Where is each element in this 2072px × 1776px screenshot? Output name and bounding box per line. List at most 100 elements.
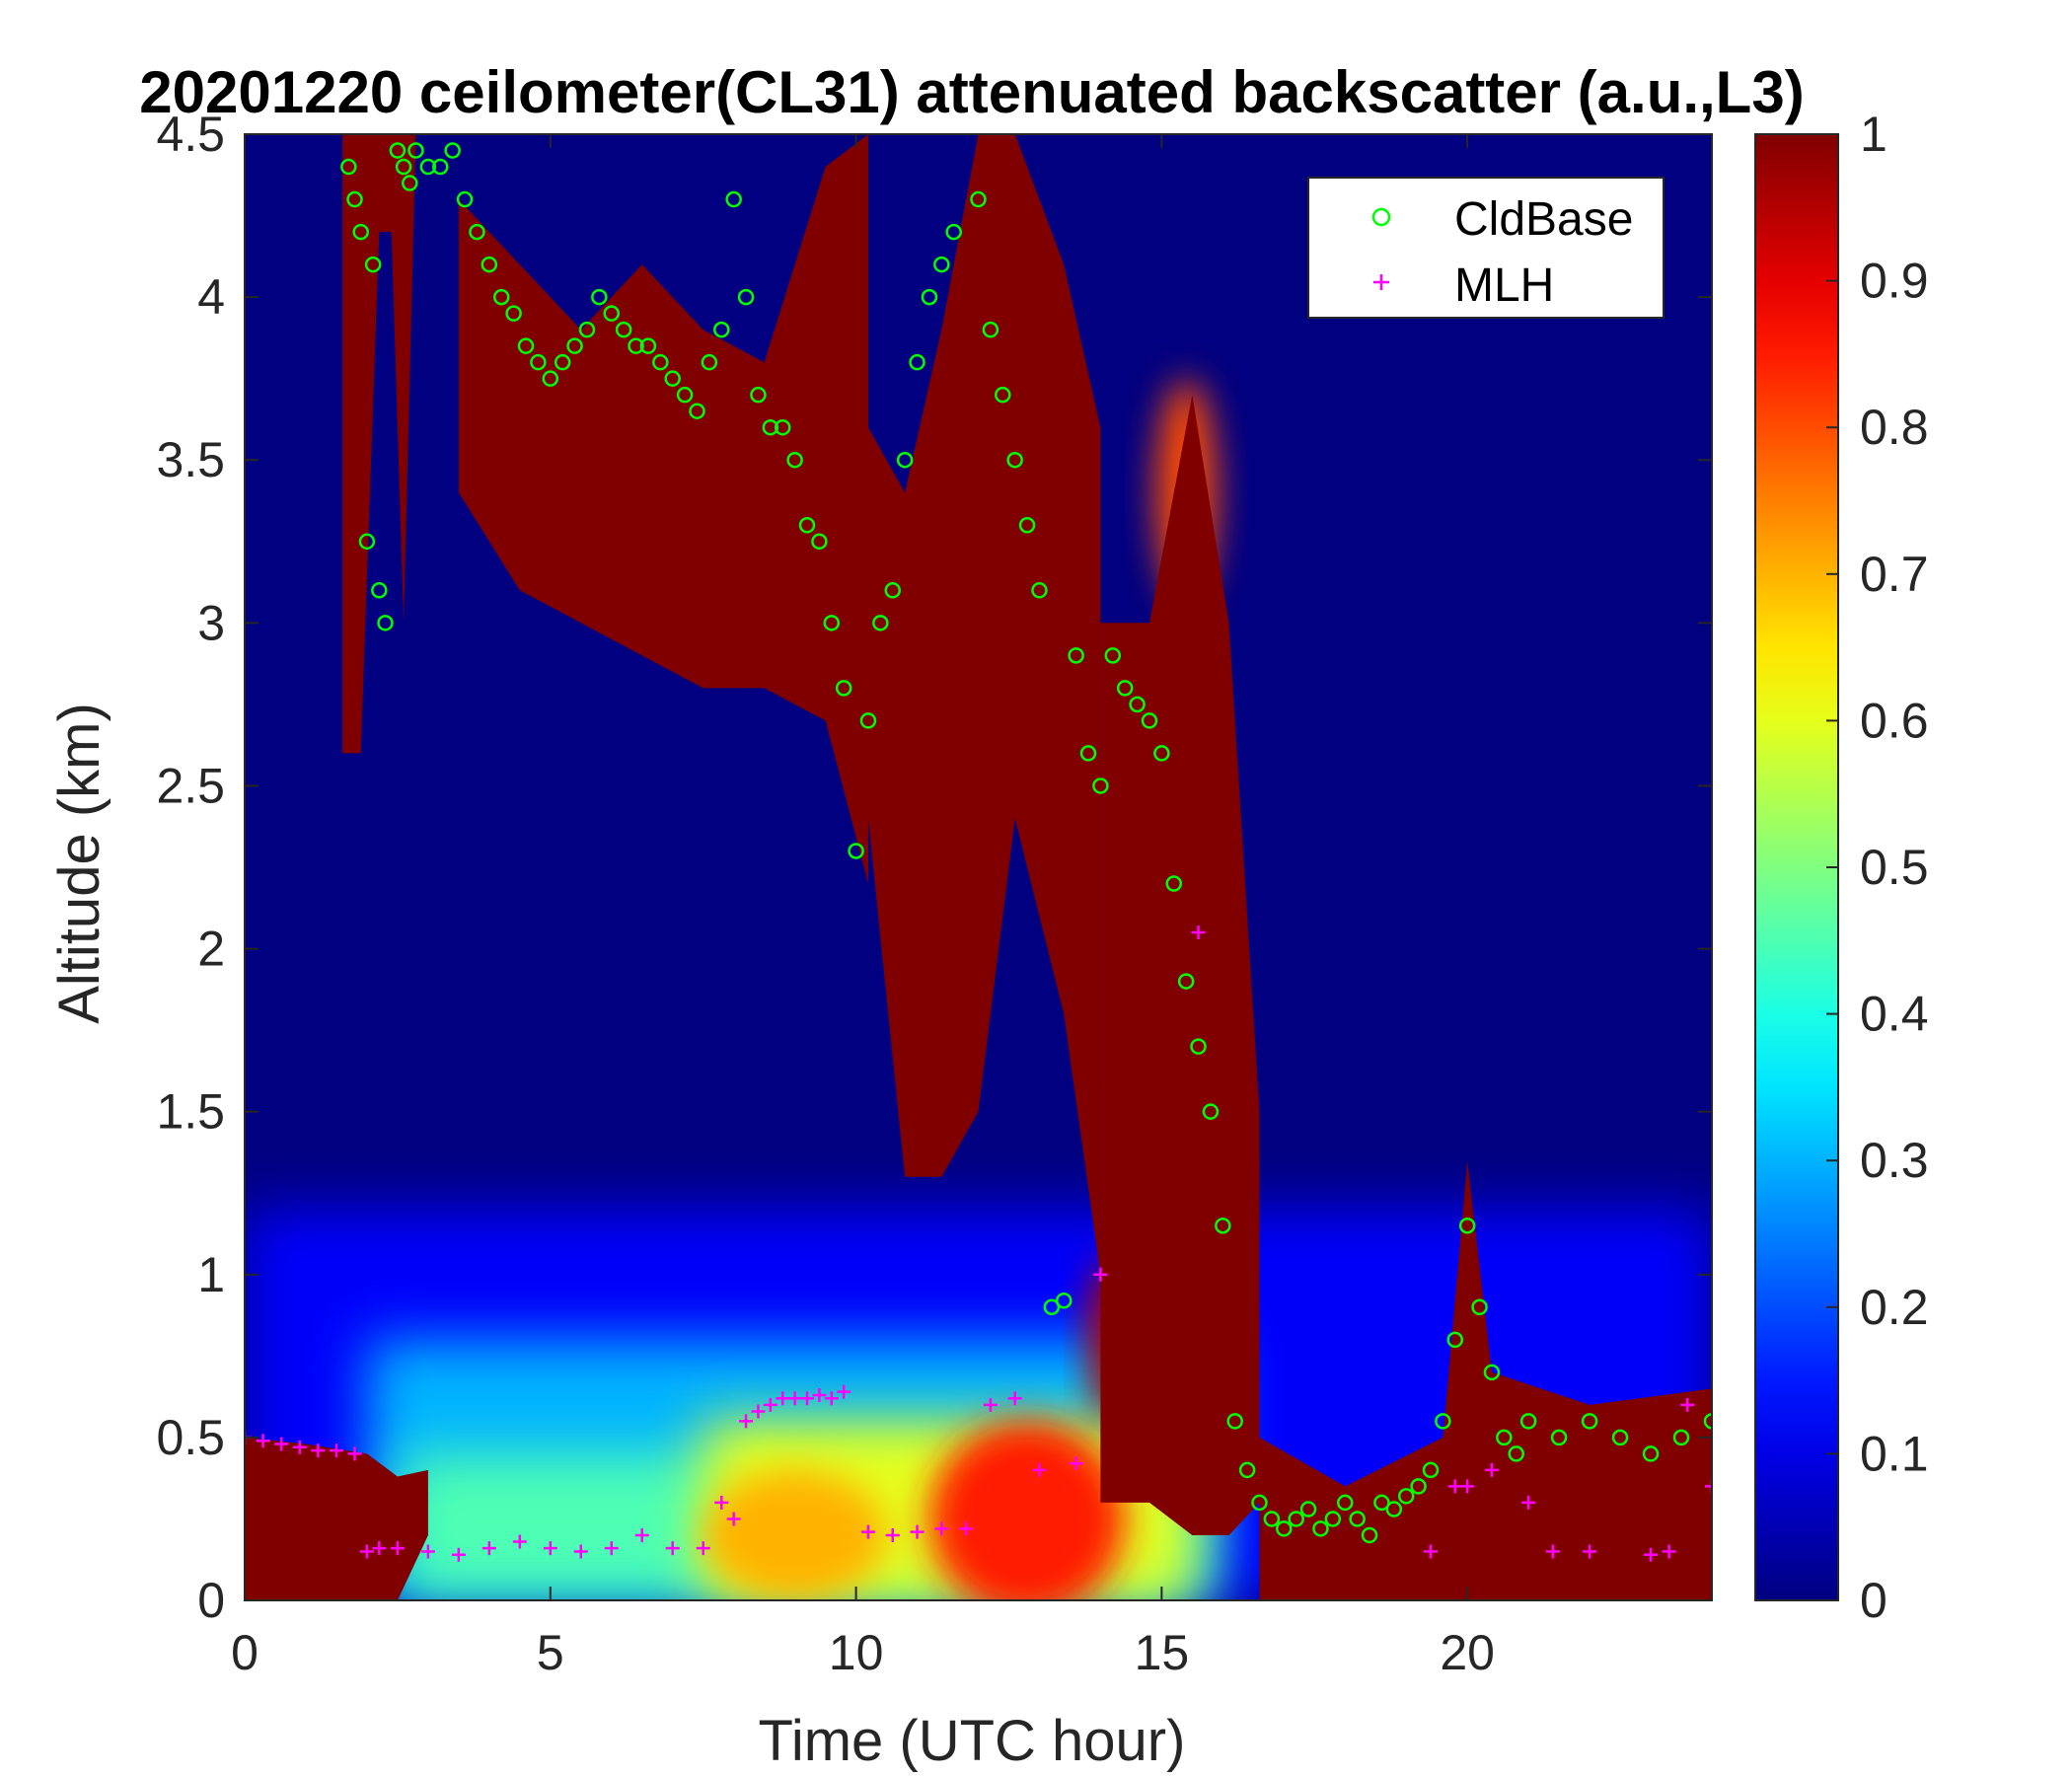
mlh-point [763, 1397, 777, 1412]
y-tick-label: 1 [197, 1247, 225, 1302]
cldbase-point [896, 451, 914, 469]
cldbase-point [566, 337, 583, 354]
cldbase-point [469, 223, 485, 241]
cldbase-point [909, 353, 925, 371]
cldbase-point [1410, 1478, 1427, 1495]
colorbar-tick-label: 0.7 [1860, 547, 1929, 602]
colorbar-tick-label: 0.3 [1860, 1133, 1929, 1188]
legend-label-cldbase: CldBase [1454, 193, 1633, 246]
cldbase-point [554, 353, 571, 371]
mlh-point [1460, 1479, 1475, 1494]
mlh-point [573, 1544, 588, 1559]
cldbase-point [1129, 696, 1146, 713]
cldbase-point [982, 321, 999, 338]
colorbar-tick-label: 0.6 [1860, 693, 1929, 748]
colorbar: 0 0.1 0.2 0.3 0.4 0.5 0.6 0.7 0.8 0.9 1 [1754, 107, 1929, 1628]
mlh-point [604, 1541, 619, 1556]
cldbase-point [774, 418, 791, 436]
cldbase-point [456, 190, 474, 208]
legend-marker-cldbase [1371, 207, 1391, 227]
backscatter-region-5 [245, 1437, 428, 1600]
cldbase-point [1519, 1413, 1537, 1430]
cldbase-point [1018, 517, 1036, 534]
chart-title: 20201220 ceilometer(CL31) attenuated bac… [139, 59, 1804, 125]
colorbar-tick-label: 0.5 [1860, 840, 1929, 895]
y-tick-label: 1.5 [156, 1084, 225, 1140]
cldbase-point [505, 305, 522, 322]
mlh-point [274, 1437, 289, 1451]
mlh-point [1069, 1456, 1083, 1471]
cldbase-point [603, 305, 620, 322]
cldbase-point [884, 582, 902, 599]
y-tick-label: 4 [197, 269, 225, 325]
cldbase-point [444, 142, 461, 159]
colorbar-ticks: 0 0.1 0.2 0.3 0.4 0.5 0.6 0.7 0.8 0.9 1 [1826, 107, 1929, 1628]
x-tick-label: 5 [537, 1625, 564, 1680]
mlh-point [512, 1534, 527, 1549]
cldbase-point [364, 256, 382, 273]
mlh-point [1545, 1544, 1560, 1559]
backscatter-region-0 [342, 134, 416, 754]
mlh-point [812, 1387, 827, 1402]
cldbase-point [995, 386, 1011, 404]
cldbase-point [835, 680, 852, 697]
y-axis-label: Altitude (km) [47, 703, 111, 1024]
cldbase-point [407, 142, 424, 159]
mlh-point [1705, 1479, 1712, 1494]
mlh-point [860, 1524, 875, 1539]
cldbase-point [1092, 777, 1109, 794]
cldbase-point [492, 288, 510, 306]
mlh-point [983, 1397, 998, 1412]
cldbase-point [615, 321, 632, 338]
cldbase-point [1276, 1520, 1293, 1537]
mlh-point [787, 1391, 802, 1406]
cldbase-point [639, 337, 657, 354]
mlh-point [1583, 1544, 1597, 1559]
plot-border [244, 133, 1713, 1601]
mlh-point [390, 1541, 405, 1556]
mlh-point [1521, 1495, 1536, 1510]
cldbase-point [859, 712, 877, 729]
mlh-point [1032, 1462, 1047, 1477]
backscatter-region-2 [868, 134, 1101, 1275]
cldbase-point [848, 843, 864, 859]
x-axis-label: Time (UTC hour) [759, 1709, 1186, 1773]
cldbase-point [713, 321, 730, 338]
cldbase-point [1672, 1429, 1690, 1446]
mlh-point [256, 1434, 270, 1448]
cldbase-point [346, 190, 363, 208]
legend: CldBase MLH [1307, 177, 1665, 319]
mlh-point [311, 1443, 326, 1458]
cldbase-point [1373, 1494, 1390, 1512]
cldbase-point [1153, 745, 1170, 762]
cldbase-point [970, 190, 987, 208]
mlh-point [543, 1541, 557, 1556]
cldbase-point [1435, 1413, 1451, 1430]
cldbase-point [1611, 1429, 1629, 1446]
cldbase-point [933, 256, 950, 273]
mlh-point [800, 1391, 815, 1406]
cldbase-point [1385, 1501, 1403, 1517]
cldbase-point [1550, 1429, 1568, 1446]
cldbase-point [1471, 1298, 1488, 1316]
cldbase-point [1165, 875, 1183, 892]
colorbar-tick-label: 0.4 [1860, 987, 1929, 1042]
x-tick-label: 10 [829, 1625, 884, 1680]
cldbase-point [652, 353, 669, 371]
backscatter-heatmap [245, 134, 1712, 1600]
cldbase-point [1215, 1217, 1231, 1234]
mlh-point [776, 1391, 790, 1406]
cldbase-point [1299, 1501, 1317, 1517]
cldbase-point [419, 158, 437, 176]
colorbar-tick-label: 0.8 [1860, 400, 1929, 455]
cldbase-point [358, 533, 376, 551]
cldbase-point [1496, 1429, 1513, 1446]
backscatter-blob-0 [703, 1469, 887, 1600]
cldbase-point [823, 615, 841, 631]
cldbase-point [1031, 582, 1048, 599]
y-tick-label: 3 [197, 595, 225, 650]
cldbase-point [811, 533, 828, 551]
cldbase-point [542, 370, 559, 387]
cldbase-point [872, 615, 889, 631]
